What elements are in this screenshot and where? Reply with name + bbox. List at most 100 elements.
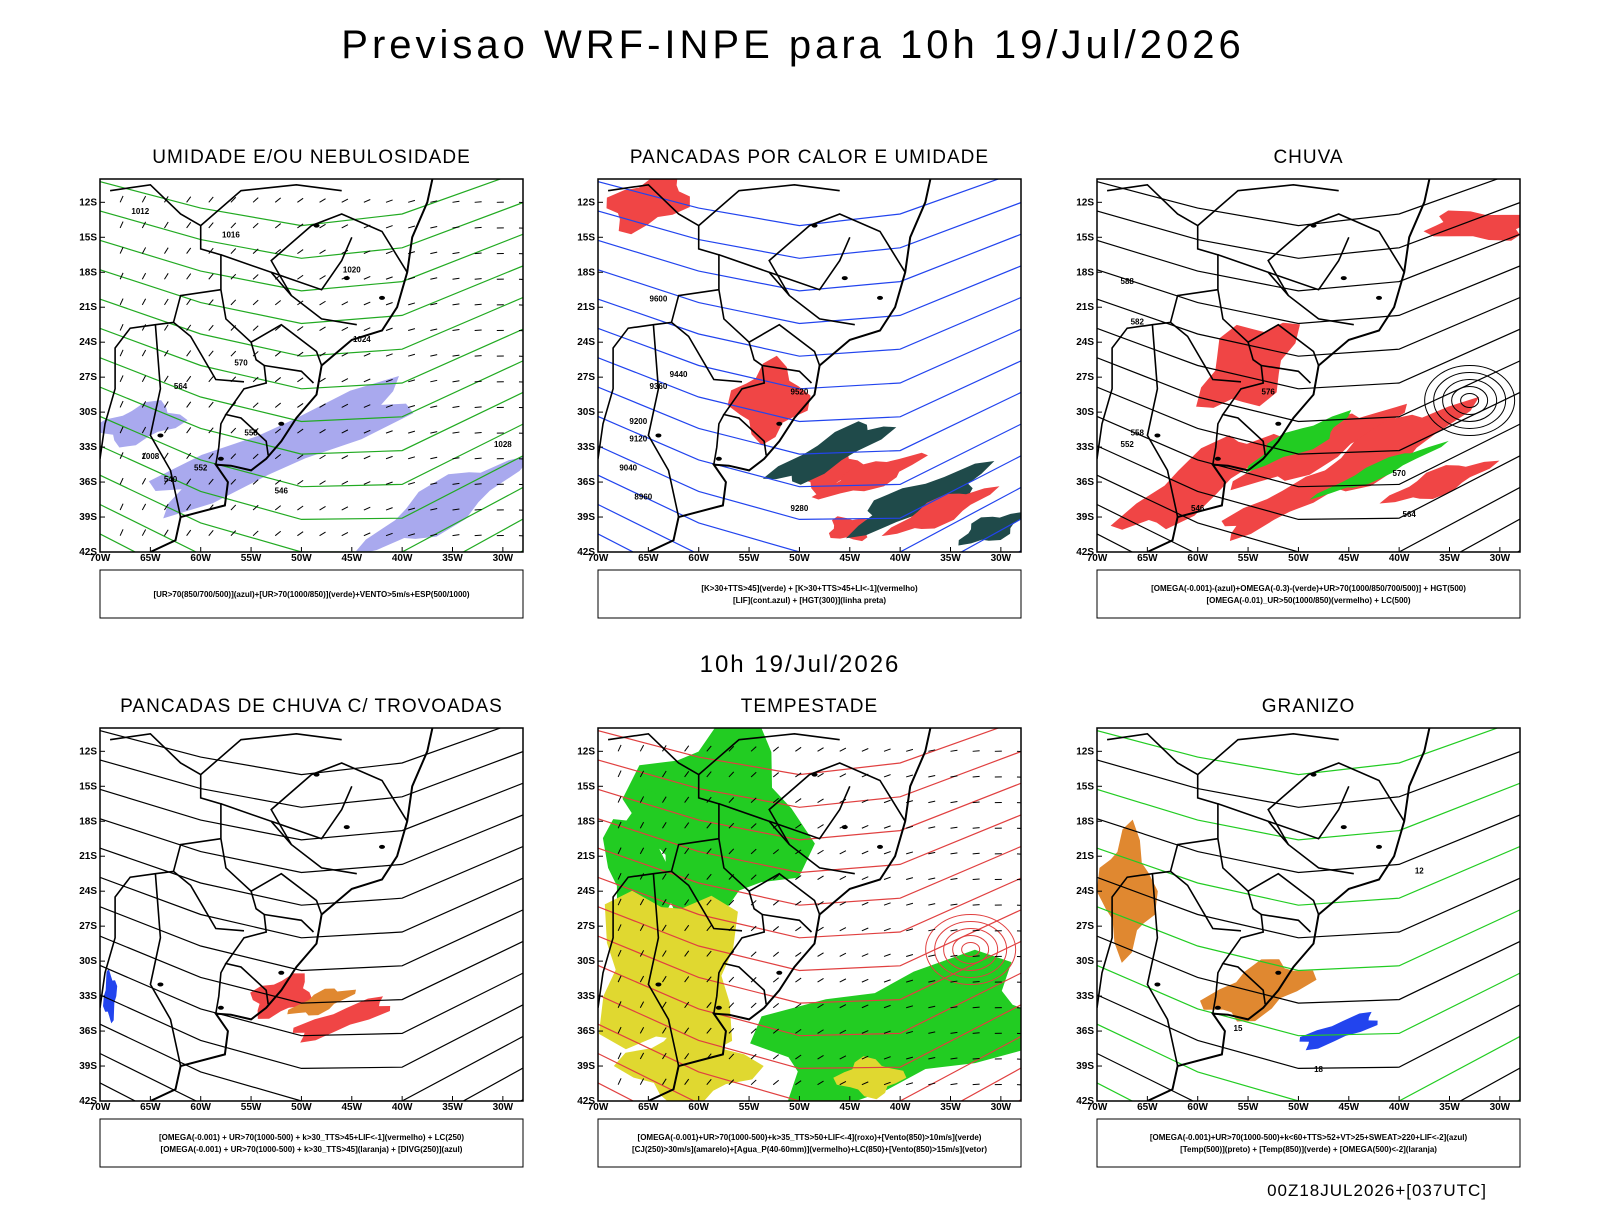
wind-vector	[408, 200, 415, 202]
contour-label: 570	[1392, 469, 1406, 478]
lake	[776, 422, 782, 426]
wind-vector	[297, 198, 303, 202]
wind-vector	[951, 955, 958, 956]
y-tick-label: 24S	[79, 337, 97, 348]
wind-vector	[120, 222, 123, 228]
y-tick-label: 15S	[79, 781, 97, 792]
wind-vector	[187, 402, 191, 408]
wind-vector	[973, 776, 980, 777]
wind-vector	[928, 904, 935, 906]
contour-label: 558	[244, 428, 258, 437]
wind-vector	[453, 227, 460, 228]
x-tick-label: 50W	[1288, 553, 1309, 564]
x-tick-label: 55W	[739, 553, 760, 564]
wind-vector	[430, 355, 437, 357]
wind-vector	[209, 274, 213, 279]
wind-vector	[253, 275, 258, 280]
wind-vector	[209, 376, 213, 381]
wind-vector	[475, 202, 482, 203]
x-tick-label: 30W	[1490, 553, 1511, 564]
wind-vector	[342, 532, 348, 535]
wind-vector	[773, 1003, 778, 1007]
x-tick-label: 50W	[291, 1102, 312, 1113]
y-tick-label: 33S	[577, 442, 595, 453]
wind-vector	[453, 253, 460, 254]
contour-line	[90, 230, 533, 291]
border	[150, 874, 180, 1066]
lake	[776, 971, 782, 975]
wind-vector	[862, 748, 868, 751]
y-tick-label: 36S	[577, 1026, 595, 1037]
x-tick-label: 60W	[190, 553, 211, 564]
contour-line	[90, 199, 533, 258]
lake	[1215, 1006, 1221, 1010]
wind-vector	[973, 1058, 980, 1059]
wind-vector	[618, 1078, 621, 1084]
y-tick-label: 27S	[577, 921, 595, 932]
wind-vector	[475, 227, 482, 228]
border	[264, 366, 313, 384]
contour-label: 570	[234, 359, 248, 368]
wind-vector	[164, 248, 168, 254]
y-tick-label: 30S	[1076, 407, 1094, 418]
wind-vector	[884, 826, 891, 828]
wind-vector	[475, 253, 482, 254]
wind-vector	[253, 326, 258, 331]
wind-vector	[120, 324, 123, 330]
wind-vector	[408, 354, 415, 356]
wind-vector	[430, 380, 437, 382]
wind-vector	[973, 828, 980, 829]
contour-line	[1087, 811, 1530, 873]
lake	[314, 224, 320, 228]
wind-vector	[386, 508, 393, 510]
wind-vector	[453, 278, 460, 279]
wind-vector	[364, 199, 370, 202]
wind-vector	[142, 299, 145, 305]
y-tick-label: 39S	[1076, 512, 1094, 523]
wind-vector	[164, 376, 168, 382]
y-tick-label: 12S	[79, 746, 97, 757]
x-tick-label: 50W	[789, 553, 810, 564]
wind-vector	[187, 427, 191, 433]
contour-line	[1087, 716, 1530, 774]
wind-vector	[142, 247, 145, 253]
wind-vector	[253, 300, 258, 305]
wind-vector	[475, 356, 482, 357]
y-tick-label: 42S	[1076, 1096, 1094, 1107]
wind-vector	[297, 250, 303, 254]
wind-vector	[773, 747, 778, 751]
wind-vector	[773, 901, 778, 905]
wind-vector	[209, 530, 213, 535]
contour-line	[1087, 230, 1530, 291]
wind-vector	[142, 530, 145, 536]
wind-vector	[320, 199, 326, 203]
lake	[379, 845, 385, 849]
contour-label: 552	[1121, 440, 1135, 449]
contour-line	[1087, 262, 1530, 324]
contour-label: 1028	[494, 440, 512, 449]
wind-vector	[884, 980, 891, 982]
wind-vector	[973, 1007, 980, 1008]
y-tick-label: 24S	[577, 337, 595, 348]
border	[1261, 915, 1310, 933]
wind-vector	[884, 877, 891, 879]
contour-line	[1087, 932, 1530, 1003]
wind-vector	[342, 507, 348, 510]
x-tick-label: 60W	[190, 1102, 211, 1113]
lake	[812, 224, 818, 228]
wind-vector	[386, 431, 393, 433]
wind-vector	[209, 351, 213, 356]
y-tick-label: 30S	[79, 956, 97, 967]
wind-vector	[928, 775, 935, 777]
x-tick-label: 40W	[1389, 1102, 1410, 1113]
wind-vector	[475, 433, 482, 434]
contour-line	[90, 167, 533, 225]
lake	[655, 433, 661, 437]
shaded-area	[149, 376, 414, 518]
panel-title: UMIDADE E/OU NEBULOSIDADE	[152, 147, 471, 168]
wind-vector	[618, 1053, 621, 1059]
contour-label: 576	[1262, 388, 1276, 397]
streamline	[90, 932, 533, 1003]
wind-vector	[386, 200, 393, 202]
wind-vector	[906, 903, 913, 905]
